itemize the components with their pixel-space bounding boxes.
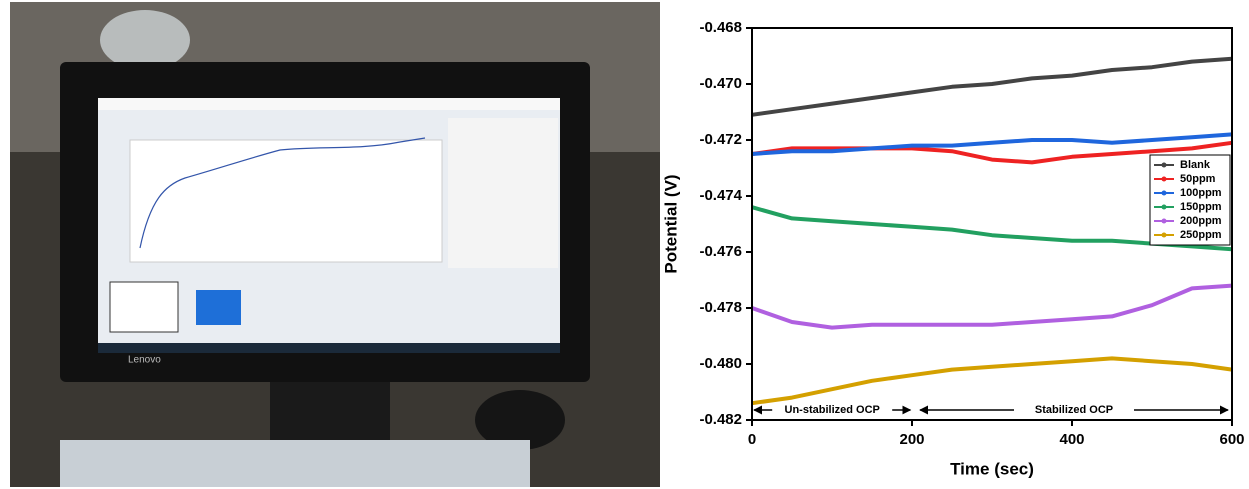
legend-label: 50ppm	[1180, 173, 1216, 185]
plot-frame	[751, 27, 1233, 421]
legend-label: Blank	[1180, 159, 1211, 171]
y-tick-label: -0.474	[699, 187, 742, 204]
series-line	[751, 140, 1233, 165]
x-tick-label: 0	[748, 431, 756, 448]
legend-marker	[1161, 176, 1167, 182]
series-line	[751, 132, 1233, 156]
series-line	[751, 283, 1233, 330]
legend-label: 100ppm	[1180, 187, 1222, 199]
y-tick-label: -0.470	[699, 75, 742, 92]
brand: Lenovo	[128, 355, 161, 366]
legend-marker	[1161, 162, 1167, 168]
legend-box	[1149, 154, 1231, 246]
y-tick-label: -0.468	[699, 19, 742, 36]
chart: Potential (V) Time (sec) -0.482 -0.480 -0.…	[661, 19, 1244, 479]
x-tick-label: 600	[1219, 431, 1244, 448]
y-tick-label: -0.476	[699, 243, 742, 260]
annotation: Stabilized OCP	[1035, 404, 1113, 416]
annotation: Un-stabilized OCP	[785, 404, 880, 416]
legend-label: 250ppm	[1180, 229, 1222, 241]
legend-marker	[1161, 232, 1167, 238]
legend-marker	[1161, 204, 1167, 210]
y-tick-label: -0.480	[699, 355, 742, 372]
photo: Lenovo	[10, 2, 660, 487]
legend-label: 150ppm	[1180, 201, 1222, 213]
x-tick-label: 200	[899, 431, 924, 448]
y-tick-label: -0.472	[699, 131, 742, 148]
y-tick-label: -0.482	[699, 411, 742, 428]
series-line	[751, 56, 1233, 117]
legend-marker	[1161, 190, 1167, 196]
x-axis-label: Time (sec)	[950, 459, 1034, 478]
x-tick-label: 400	[1059, 431, 1084, 448]
legend-marker	[1161, 218, 1167, 224]
y-axis-label: Potential (V)	[661, 174, 680, 273]
legend-label: 200ppm	[1180, 215, 1222, 227]
series-line	[751, 356, 1233, 406]
y-tick-label: -0.478	[699, 299, 742, 316]
